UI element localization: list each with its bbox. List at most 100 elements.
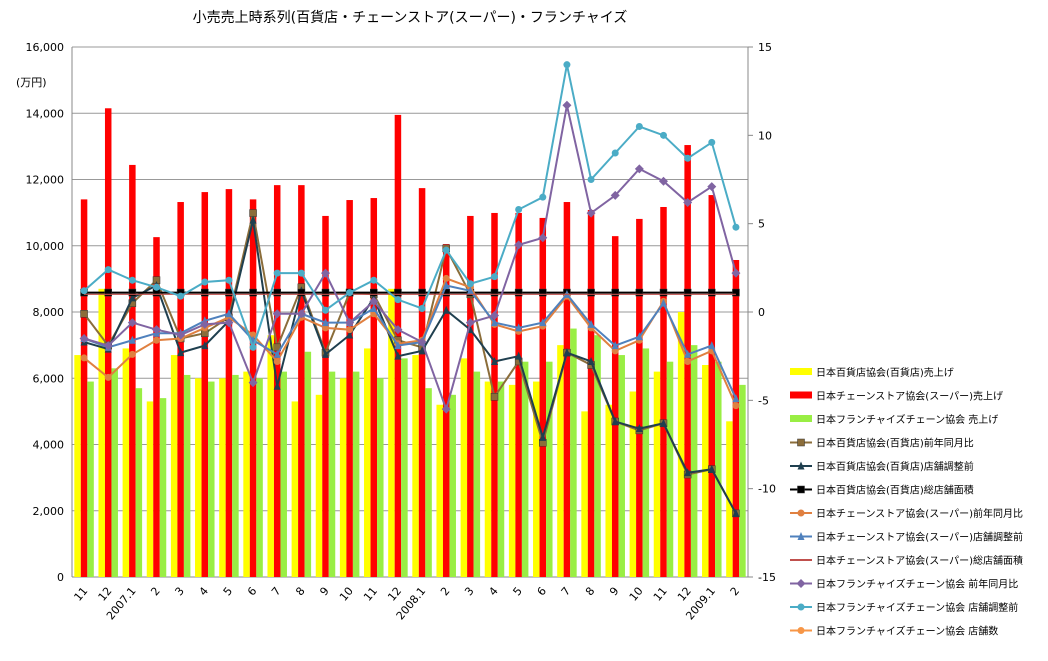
marker xyxy=(732,508,740,517)
marker xyxy=(127,318,137,328)
marker xyxy=(177,292,185,300)
legend-label: 日本百貨店協会(百貨店)前年同月比 xyxy=(816,437,974,450)
legend-label: 日本チェーンストア協会(スーパー)総店舗面積 xyxy=(816,554,1023,567)
marker xyxy=(731,268,741,278)
marker xyxy=(322,324,329,332)
legend-label: 日本百貨店協会(百貨店)店舗調整前 xyxy=(816,460,974,473)
marker xyxy=(225,276,233,284)
marker xyxy=(490,311,499,321)
line xyxy=(83,105,737,413)
bar xyxy=(570,328,577,577)
marker xyxy=(104,373,112,381)
marker xyxy=(659,176,668,186)
marker xyxy=(539,318,547,327)
line xyxy=(83,219,737,514)
x-tick-label: 5 xyxy=(221,585,235,599)
bar xyxy=(611,236,619,578)
marker xyxy=(201,278,209,286)
marker xyxy=(465,318,475,328)
bar xyxy=(364,348,371,577)
bar xyxy=(129,164,136,578)
x-tick-label: 2 xyxy=(438,585,452,599)
marker xyxy=(346,326,354,334)
marker xyxy=(491,273,498,281)
y2-tick-label: -15 xyxy=(758,571,776,584)
bar xyxy=(739,384,746,577)
marker xyxy=(660,131,667,139)
marker xyxy=(418,288,426,297)
marker xyxy=(587,356,595,365)
marker xyxy=(322,349,329,358)
bar xyxy=(219,378,226,577)
marker xyxy=(80,354,88,362)
bar xyxy=(677,312,685,577)
marker xyxy=(248,378,258,388)
marker xyxy=(273,381,281,390)
marker xyxy=(346,289,354,297)
marker xyxy=(249,331,257,339)
marker xyxy=(297,269,305,277)
marker xyxy=(297,288,306,297)
y-tick-label: 4,000 xyxy=(33,439,65,452)
legend-swatch xyxy=(790,368,812,375)
marker xyxy=(273,269,281,277)
legend-label: 日本百貨店協会(百貨店)売上げ xyxy=(816,366,954,379)
marker xyxy=(708,341,716,350)
marker xyxy=(515,323,523,332)
marker xyxy=(732,402,740,410)
x-tick-label: 11 xyxy=(361,585,380,604)
bar xyxy=(388,288,395,577)
bar xyxy=(460,358,468,577)
marker xyxy=(153,283,160,291)
marker xyxy=(249,209,257,217)
marker xyxy=(659,288,668,297)
legend-swatch xyxy=(790,391,812,399)
legend-label: 日本フランチャイズチェーン協会 売上げ xyxy=(816,413,998,426)
marker xyxy=(514,240,524,250)
bar xyxy=(497,381,505,577)
legend-label: 日本チェーンストア協会(スーパー)店舗調整前 xyxy=(816,531,1023,544)
marker xyxy=(80,287,88,295)
marker xyxy=(272,309,282,319)
bar xyxy=(418,188,426,578)
bar xyxy=(473,371,481,577)
bar xyxy=(636,218,643,577)
bar xyxy=(177,202,184,577)
y2-tick-label: 10 xyxy=(758,129,772,142)
bar xyxy=(666,361,674,577)
marker xyxy=(587,176,595,183)
bar xyxy=(346,200,353,577)
y2-tick-label: 0 xyxy=(758,306,765,319)
bar xyxy=(449,394,456,577)
x-tick-label: 7 xyxy=(269,585,283,599)
marker xyxy=(273,288,281,297)
bar xyxy=(98,288,105,577)
bar xyxy=(515,212,522,578)
bar xyxy=(581,411,588,577)
bar xyxy=(653,371,661,577)
marker xyxy=(491,356,498,365)
marker xyxy=(797,532,805,540)
x-tick-label: 2 xyxy=(728,585,742,599)
x-tick-label: 4 xyxy=(486,585,500,599)
marker xyxy=(611,347,619,355)
marker xyxy=(635,288,644,297)
marker xyxy=(370,288,378,297)
marker xyxy=(296,309,306,319)
marker xyxy=(708,464,716,473)
marker xyxy=(660,418,667,427)
bar xyxy=(521,361,529,577)
marker xyxy=(322,318,329,327)
marker xyxy=(611,288,619,297)
marker xyxy=(153,336,160,344)
x-tick-label: 3 xyxy=(172,585,186,599)
marker xyxy=(539,288,547,297)
bar xyxy=(183,374,191,577)
bar xyxy=(322,215,329,577)
x-tick-label: 5 xyxy=(510,585,524,599)
bar xyxy=(159,398,167,577)
legend-swatch xyxy=(790,415,812,422)
marker xyxy=(491,318,498,327)
x-tick-label: 12 xyxy=(675,585,694,604)
bar xyxy=(708,195,716,577)
